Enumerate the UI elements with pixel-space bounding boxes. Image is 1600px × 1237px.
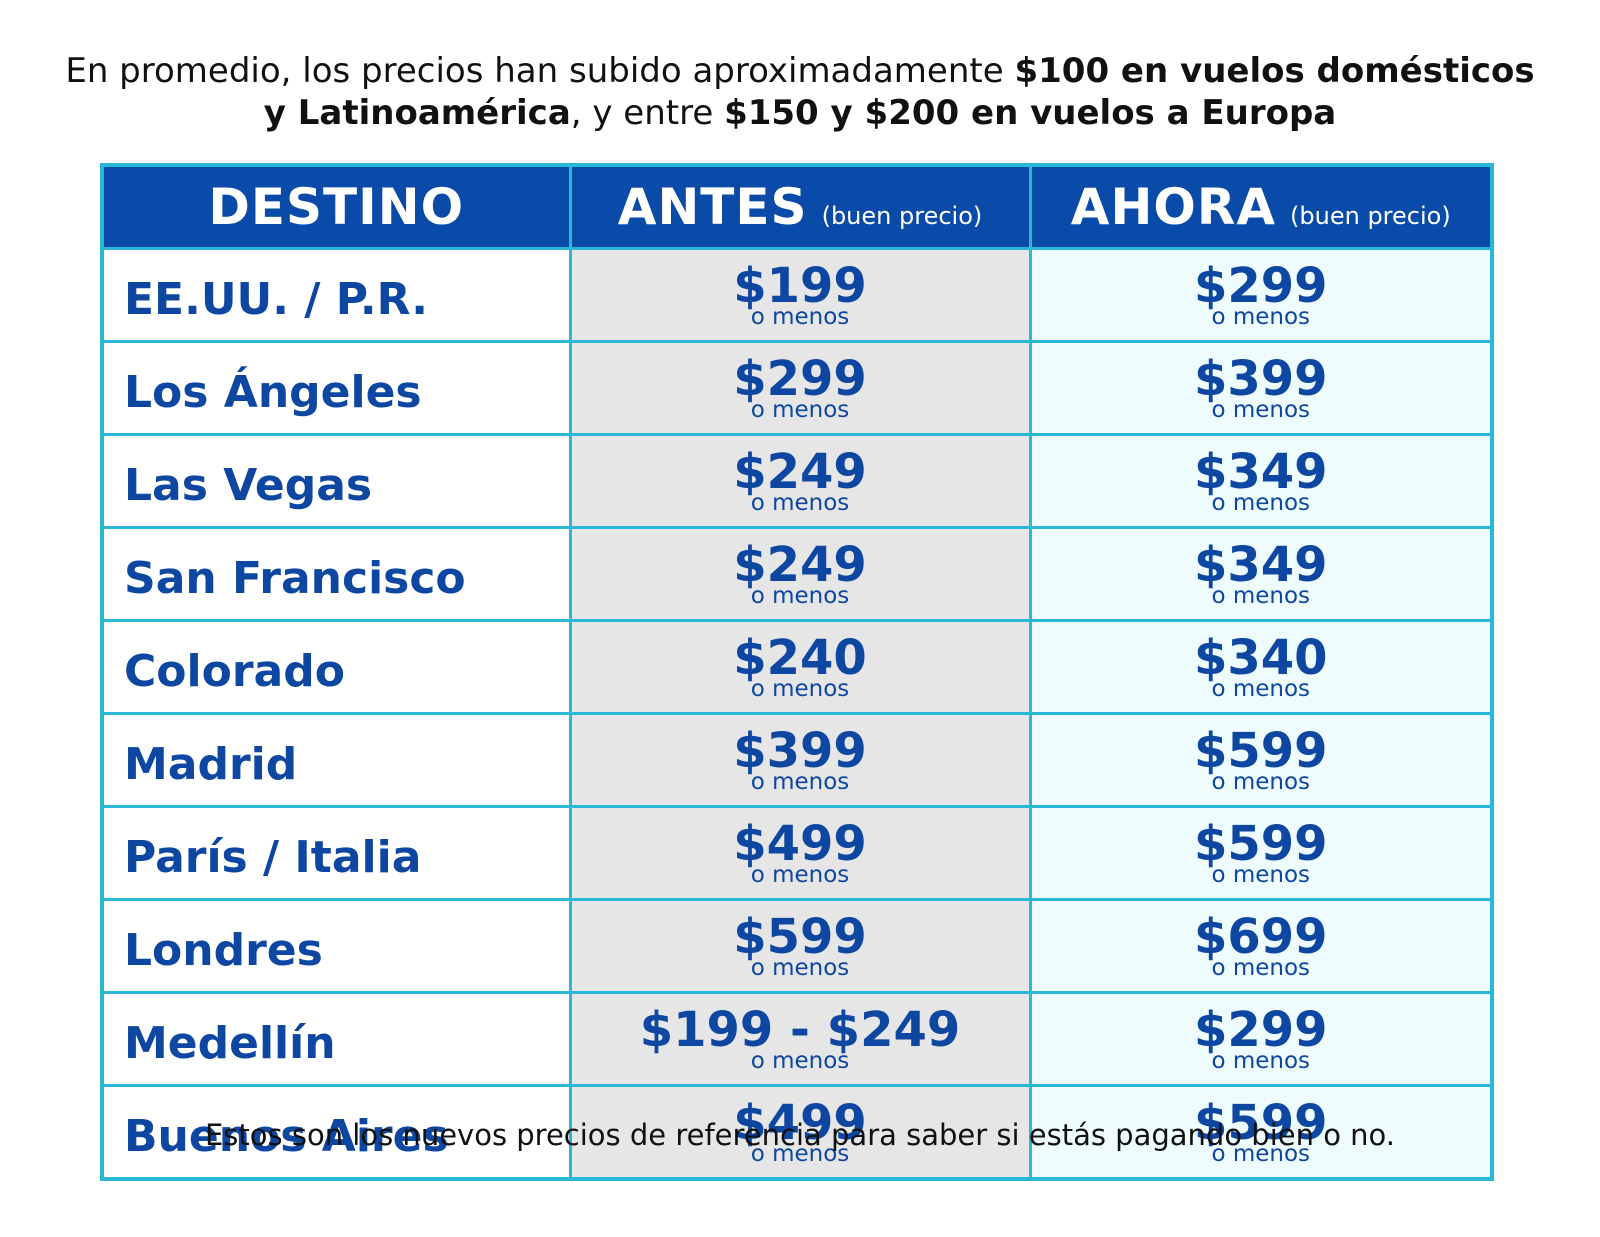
price: $199 — [733, 257, 867, 314]
price: $399 — [733, 722, 867, 779]
ahora-cell: $349 o menos — [1028, 433, 1494, 529]
antes-cell: $299 o menos — [568, 340, 1032, 436]
table-row: Buenos Aires $499 o menos $599 o menos — [100, 1084, 1494, 1181]
price-note: o menos — [750, 861, 850, 888]
table-row: Madrid $399 o menos $599 o menos — [100, 712, 1494, 808]
table-row: París / Italia $499 o menos $599 o menos — [100, 805, 1494, 901]
price: $349 — [1193, 536, 1328, 593]
price: $599 — [1193, 815, 1328, 872]
price-note: o menos — [750, 954, 850, 981]
intro-segment: $150 y $200 en vuelos a Europa — [724, 93, 1337, 133]
price: $599 — [733, 908, 867, 965]
price-note: o menos — [1211, 675, 1311, 702]
header-label: ANTES — [617, 178, 808, 236]
price-note: o menos — [750, 675, 850, 702]
price: $299 — [733, 350, 867, 407]
price: $249 — [733, 443, 867, 500]
price-note: o menos — [750, 582, 850, 609]
antes-cell: $249 o menos — [568, 433, 1032, 529]
table-row: Medellín $199 - $249 o menos $299 o menos — [100, 991, 1494, 1087]
price: $299 — [1193, 1001, 1328, 1058]
price: $240 — [733, 629, 867, 686]
price-note: o menos — [750, 303, 850, 330]
price-note: o menos — [750, 768, 850, 795]
price: $399 — [1193, 350, 1328, 407]
intro: En promedio, los precios han subido apro… — [60, 50, 1540, 134]
price: $340 — [1193, 629, 1328, 686]
antes-cell: $399 o menos — [568, 712, 1032, 808]
column-header: ANTES (buen precio) — [568, 163, 1032, 250]
table-row: San Francisco $249 o menos $349 o menos — [100, 526, 1494, 622]
ahora-cell: $699 o menos — [1028, 898, 1494, 994]
header-label: AHORA — [1070, 178, 1277, 236]
price: $499 — [733, 1094, 867, 1151]
header-note: (buen precio) — [821, 202, 983, 230]
table-row: EE.UU. / P.R. $199 o menos $299 o menos — [100, 247, 1494, 343]
antes-cell: $599 o menos — [568, 898, 1032, 994]
intro-segment: , y entre — [570, 93, 725, 133]
price: $499 — [733, 815, 867, 872]
destination: San Francisco — [100, 526, 572, 622]
price: $249 — [733, 536, 867, 593]
intro-segment: $100 en vuelos domésticos y Latinoaméric… — [263, 51, 1535, 133]
destination: Los Ángeles — [100, 340, 572, 436]
destination: Madrid — [100, 712, 572, 808]
table-row: Las Vegas $249 o menos $349 o menos — [100, 433, 1494, 529]
price-note: o menos — [1211, 954, 1311, 981]
price: $349 — [1193, 443, 1328, 500]
price-note: o menos — [750, 1047, 850, 1074]
price-note: o menos — [1211, 1140, 1311, 1167]
destination: París / Italia — [100, 805, 572, 901]
price: $699 — [1193, 908, 1328, 965]
table-row: Los Ángeles $299 o menos $399 o menos — [100, 340, 1494, 436]
price-note: o menos — [1211, 582, 1311, 609]
antes-cell: $199 o menos — [568, 247, 1032, 343]
antes-cell: $249 o menos — [568, 526, 1032, 622]
ahora-cell: $599 o menos — [1028, 805, 1494, 901]
price-note: o menos — [1211, 1047, 1311, 1074]
ahora-cell: $599 o menos — [1028, 1084, 1494, 1181]
price: $199 - $249 — [639, 1001, 961, 1058]
ahora-cell: $399 o menos — [1028, 340, 1494, 436]
antes-cell: $199 - $249 o menos — [568, 991, 1032, 1087]
destination: Colorado — [100, 619, 572, 715]
price-note: o menos — [1211, 396, 1311, 423]
header-row: DESTINO ANTES (buen precio) AHORA (buen prec… — [100, 163, 1494, 250]
price-note: o menos — [1211, 489, 1311, 516]
intro-segment: En promedio, los precios han subido apro… — [65, 51, 1015, 91]
price-table: DESTINO ANTES (buen precio) AHORA (buen prec… — [100, 163, 1494, 1181]
price-note: o menos — [1211, 861, 1311, 888]
header-note: (buen precio) — [1290, 202, 1451, 230]
antes-cell: $499 o menos — [568, 805, 1032, 901]
ahora-cell: $599 o menos — [1028, 712, 1494, 808]
antes-cell: $499 o menos — [568, 1084, 1032, 1181]
price: $599 — [1193, 1094, 1328, 1151]
price-note: o menos — [750, 489, 850, 516]
destination: Buenos Aires — [100, 1084, 572, 1181]
price-note: o menos — [1211, 303, 1311, 330]
table-body: EE.UU. / P.R. $199 o menos $299 o menos Los Á… — [100, 247, 1494, 1181]
table-row: Colorado $240 o menos $340 o menos — [100, 619, 1494, 715]
destination: EE.UU. / P.R. — [100, 247, 572, 343]
price-note: o menos — [1211, 768, 1311, 795]
destination: Medellín — [100, 991, 572, 1087]
price: $599 — [1193, 722, 1328, 779]
destination: Londres — [100, 898, 572, 994]
table-row: Londres $599 o menos $699 o menos — [100, 898, 1494, 994]
header-label: DESTINO — [208, 178, 465, 236]
destination: Las Vegas — [100, 433, 572, 529]
column-header: DESTINO — [100, 163, 572, 250]
ahora-cell: $349 o menos — [1028, 526, 1494, 622]
ahora-cell: $299 o menos — [1028, 247, 1494, 343]
price-note: o menos — [750, 396, 850, 423]
footer: Estos son los nuevos precios de referenc… — [204, 1118, 1395, 1152]
price: $299 — [1193, 257, 1328, 314]
ahora-cell: $299 o menos — [1028, 991, 1494, 1087]
column-header: AHORA (buen precio) — [1028, 163, 1494, 250]
ahora-cell: $340 o menos — [1028, 619, 1494, 715]
antes-cell: $240 o menos — [568, 619, 1032, 715]
price-note: o menos — [750, 1140, 850, 1167]
